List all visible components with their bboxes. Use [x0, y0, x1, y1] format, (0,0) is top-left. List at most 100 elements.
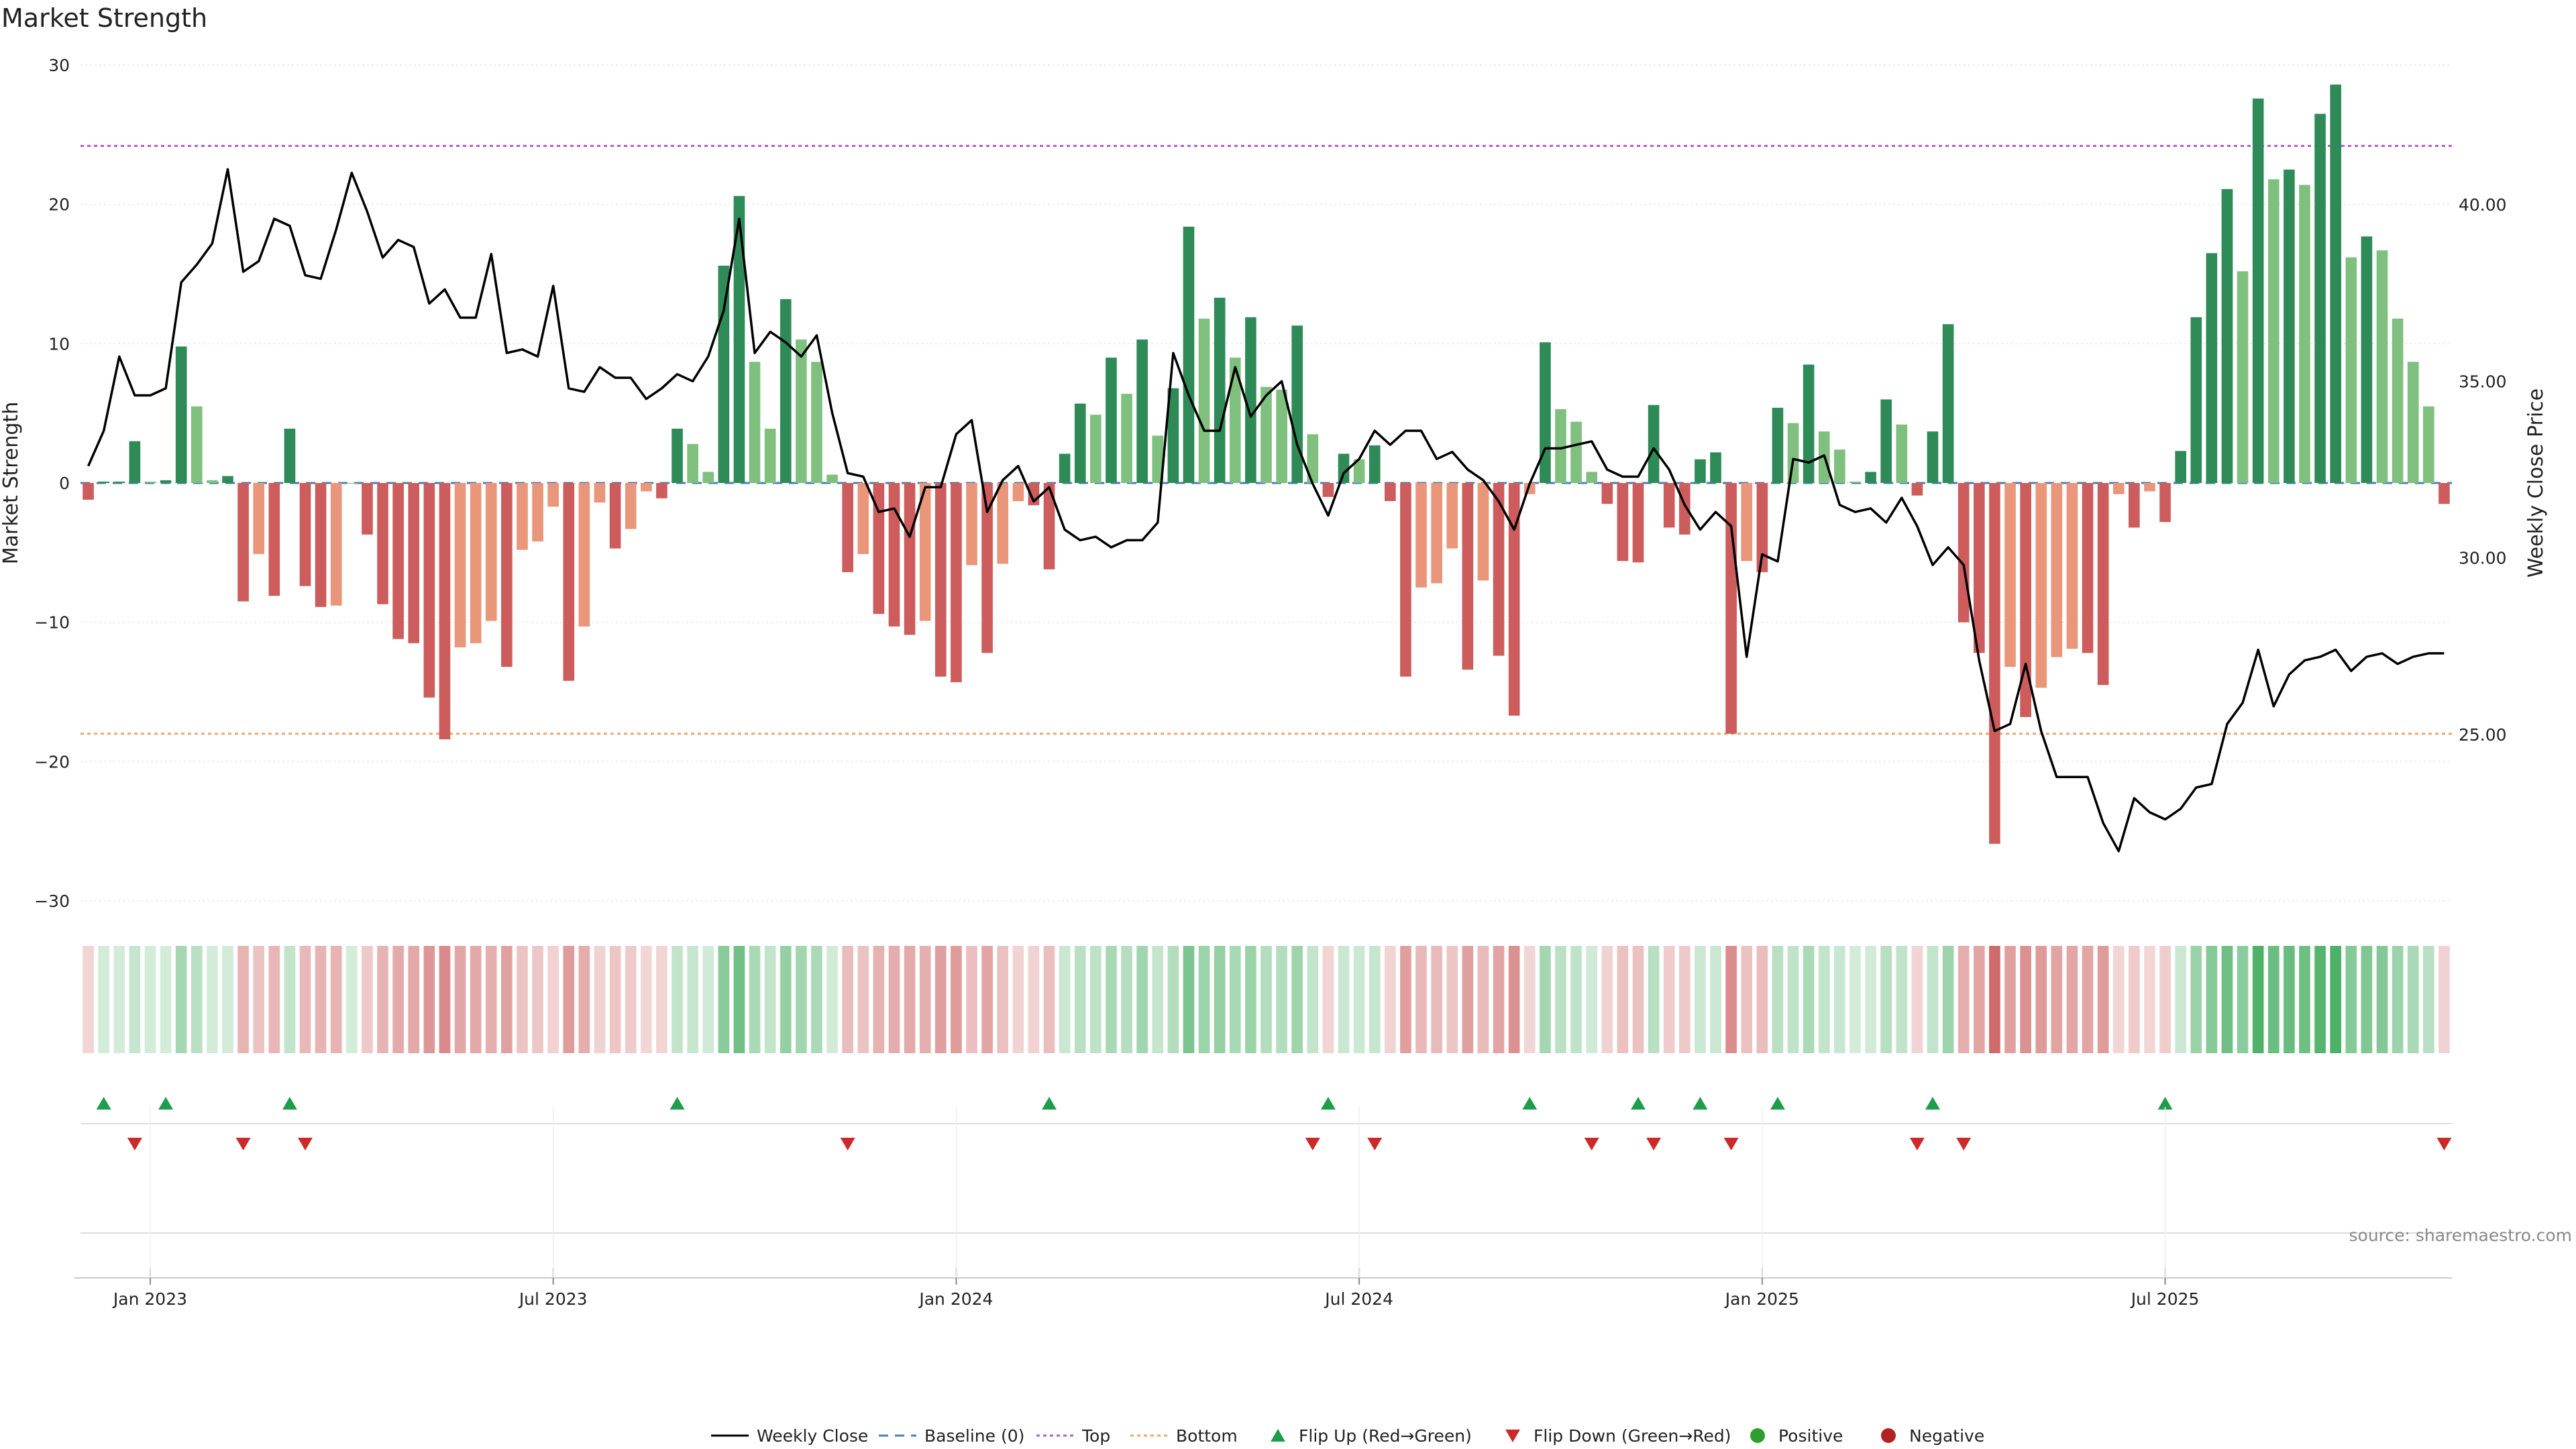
flip-up-marker [669, 1097, 685, 1110]
heat-cell [1695, 946, 1706, 1053]
strength-bar [1136, 339, 1148, 483]
strength-bar [423, 483, 435, 698]
strength-bar [439, 483, 451, 740]
right-axis-title: Weekly Close Price [2524, 388, 2548, 578]
flip-down-marker [298, 1138, 313, 1150]
heat-cell [966, 946, 977, 1053]
strength-bar [2020, 483, 2031, 717]
heat-cell [2206, 946, 2218, 1053]
heat-cell [2097, 946, 2109, 1053]
flip-down-marker [1909, 1138, 1925, 1150]
strength-bar [144, 481, 156, 483]
strength-bar [749, 362, 761, 483]
heat-cell [826, 946, 838, 1053]
strength-bar [826, 474, 838, 483]
left-axis-title: Market Strength [0, 402, 23, 564]
heat-cell [485, 946, 497, 1053]
heat-cell [362, 946, 373, 1053]
strength-bar [1260, 386, 1272, 483]
heat-cell [1989, 946, 2000, 1053]
heat-cell [1028, 946, 1040, 1053]
flip-down-marker [1584, 1138, 1599, 1150]
heat-cell [718, 946, 730, 1053]
heat-cell [454, 946, 466, 1053]
heat-cell [1818, 946, 1830, 1053]
flip-up-marker [1522, 1097, 1538, 1110]
strength-bar [1307, 434, 1319, 483]
heat-cell [330, 946, 342, 1053]
strength-bar [733, 196, 745, 483]
heat-cell [1338, 946, 1350, 1053]
strength-bar [315, 483, 327, 607]
heat-cell [764, 946, 776, 1053]
heat-cell [2175, 946, 2186, 1053]
heat-cell [1772, 946, 1784, 1053]
flip-markers [80, 1097, 2452, 1234]
strength-bar [501, 483, 513, 667]
strength-bar [160, 480, 172, 483]
heat-cell [1400, 946, 1411, 1053]
strength-bar [1570, 421, 1582, 483]
strength-bar [1322, 483, 1334, 497]
strength-bar [1198, 318, 1210, 483]
strength-bar [1710, 452, 1721, 483]
right-axis-ticks: 40.00 35.00 30.00 25.00 [2459, 195, 2507, 745]
heat-cell [2129, 946, 2140, 1053]
heat-cell [1725, 946, 1737, 1053]
heat-cell [2284, 946, 2295, 1053]
legend-swatch-negative [1881, 1428, 1896, 1443]
strength-bar [1849, 481, 1861, 483]
heat-cell [2299, 946, 2310, 1053]
flip-down-marker [840, 1138, 855, 1150]
heat-cell [83, 946, 94, 1053]
heat-cell [1074, 946, 1086, 1053]
strength-bar [253, 483, 265, 554]
heat-cell [547, 946, 559, 1053]
strength-bar [997, 483, 1009, 564]
heat-cell [1385, 946, 1396, 1053]
heat-cell [2423, 946, 2434, 1053]
heat-cell [2190, 946, 2202, 1053]
heat-cell [1431, 946, 1442, 1053]
heat-cell [2004, 946, 2016, 1053]
legend-label: Bottom [1176, 1426, 1238, 1446]
flip-up-marker [1770, 1097, 1785, 1110]
heat-cell [2112, 946, 2125, 1053]
heat-cell [1167, 946, 1179, 1053]
strength-bar [640, 483, 652, 492]
heat-cell [346, 946, 358, 1053]
strength-bar [2345, 257, 2357, 483]
strength-bar [485, 483, 497, 621]
heat-cell [1245, 946, 1256, 1053]
heat-cell [1586, 946, 1598, 1053]
flip-down-marker [1305, 1138, 1320, 1150]
heat-cell [1957, 946, 1970, 1053]
strength-bar [1896, 424, 1908, 483]
heat-cell [1648, 946, 1660, 1053]
heat-cell [842, 946, 853, 1053]
heat-cell [392, 946, 404, 1053]
strength-bar [888, 483, 900, 627]
heat-cell [268, 946, 280, 1053]
heat-cell [2144, 946, 2155, 1053]
legend-label: Flip Down (Green→Red) [1534, 1426, 1731, 1446]
weekly-close-line-layer [87, 168, 2445, 853]
heat-cell [1896, 946, 1908, 1053]
strength-bar [656, 483, 667, 498]
flip-down-marker [2436, 1138, 2452, 1150]
heat-cell [904, 946, 916, 1053]
strength-bar [857, 483, 869, 554]
heat-cell [578, 946, 590, 1053]
heat-cell [1322, 946, 1334, 1053]
strength-bar [563, 483, 575, 681]
legend-label: Flip Up (Red→Green) [1299, 1426, 1472, 1446]
strength-bar [873, 483, 885, 614]
heat-cell [563, 946, 575, 1053]
left-tick-label: −10 [34, 613, 70, 633]
heat-cell [315, 946, 327, 1053]
heat-cell [470, 946, 482, 1053]
legend-swatch-flip-up [1271, 1429, 1285, 1442]
heat-cell [1508, 946, 1520, 1053]
heat-cell [2267, 946, 2279, 1053]
flip-up-marker [158, 1097, 174, 1110]
